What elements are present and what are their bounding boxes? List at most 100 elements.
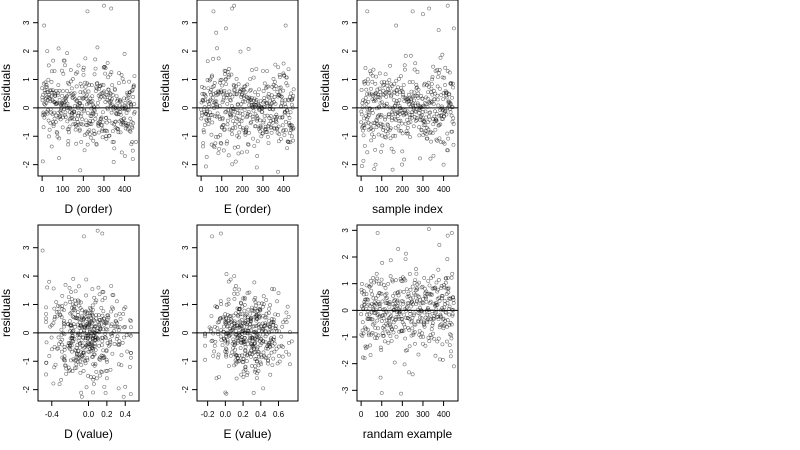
data-point — [129, 325, 133, 330]
data-point — [271, 317, 276, 322]
data-point — [40, 159, 45, 164]
data-point — [424, 101, 429, 106]
data-point — [424, 132, 429, 136]
data-point — [63, 115, 68, 119]
data-point — [214, 99, 219, 104]
points-randam-example — [359, 227, 456, 396]
data-point — [266, 311, 271, 315]
data-point — [374, 279, 379, 284]
data-point — [386, 340, 391, 345]
data-point — [396, 290, 400, 295]
data-point — [369, 283, 373, 288]
data-point — [290, 96, 295, 101]
data-point — [107, 90, 112, 95]
data-point — [436, 314, 441, 319]
data-point — [53, 93, 58, 98]
data-point — [63, 63, 67, 68]
data-point — [364, 327, 368, 331]
data-point — [92, 295, 97, 300]
data-point — [200, 91, 205, 96]
data-point — [446, 296, 451, 301]
data-point — [391, 330, 396, 335]
points-e-order — [199, 3, 296, 174]
data-point — [91, 138, 96, 143]
data-point — [67, 345, 72, 350]
data-point — [230, 162, 235, 167]
data-point — [208, 110, 212, 115]
data-point — [266, 361, 270, 366]
data-point — [401, 92, 405, 97]
data-point — [113, 119, 118, 124]
data-point — [264, 346, 268, 351]
data-point — [69, 326, 74, 331]
data-point — [280, 354, 285, 359]
data-point — [372, 311, 376, 315]
data-point — [46, 118, 51, 123]
data-point — [281, 61, 286, 66]
data-point — [389, 338, 394, 343]
data-point — [371, 275, 376, 280]
data-point — [122, 96, 126, 101]
data-point — [80, 117, 85, 122]
data-point — [363, 344, 368, 349]
data-point — [267, 324, 272, 328]
data-point — [90, 287, 95, 292]
data-point — [363, 95, 368, 100]
data-point — [226, 324, 230, 329]
data-point — [44, 90, 49, 94]
data-point — [128, 116, 133, 121]
data-point — [85, 356, 90, 361]
data-point — [421, 301, 426, 306]
data-point — [359, 120, 364, 125]
data-point — [253, 367, 258, 372]
data-point — [112, 324, 117, 329]
data-point — [89, 83, 94, 88]
data-point — [268, 372, 273, 377]
data-point — [82, 148, 87, 153]
data-point — [267, 344, 272, 349]
data-point — [222, 320, 227, 325]
data-point — [443, 83, 447, 87]
data-point — [405, 304, 409, 309]
data-point — [102, 3, 106, 8]
data-point — [98, 327, 103, 332]
data-point — [82, 234, 86, 239]
data-point — [390, 327, 394, 332]
x-tick-label: 300 — [416, 410, 430, 419]
data-point — [281, 129, 285, 133]
data-point — [449, 275, 454, 280]
y-tick-label: 2 — [181, 48, 190, 53]
data-point — [408, 309, 412, 314]
y-tick-label: 2 — [341, 254, 350, 259]
data-point — [91, 347, 96, 352]
data-point — [263, 323, 268, 327]
x-axis-label: E (value) — [223, 427, 271, 441]
data-point — [235, 111, 240, 116]
data-point — [412, 98, 417, 103]
data-point — [218, 80, 222, 85]
data-point — [44, 340, 49, 345]
data-point — [405, 117, 410, 122]
data-point — [372, 135, 376, 139]
data-point — [288, 140, 293, 145]
data-point — [199, 107, 204, 112]
data-point — [423, 109, 428, 114]
data-point — [239, 119, 244, 124]
data-point — [50, 69, 54, 74]
data-point — [251, 98, 256, 103]
data-point — [228, 327, 233, 331]
data-point — [233, 159, 238, 164]
data-point — [263, 356, 268, 360]
data-point — [51, 381, 56, 386]
data-point — [221, 148, 226, 153]
data-point — [85, 313, 90, 318]
data-point — [88, 337, 92, 342]
y-tick-label: -3 — [341, 386, 350, 394]
data-point — [405, 109, 410, 114]
data-point — [223, 68, 228, 73]
data-point — [427, 339, 432, 344]
data-point — [250, 324, 255, 329]
data-point — [91, 128, 96, 133]
y-tick-label: -2 — [341, 161, 350, 169]
data-point — [224, 320, 229, 325]
